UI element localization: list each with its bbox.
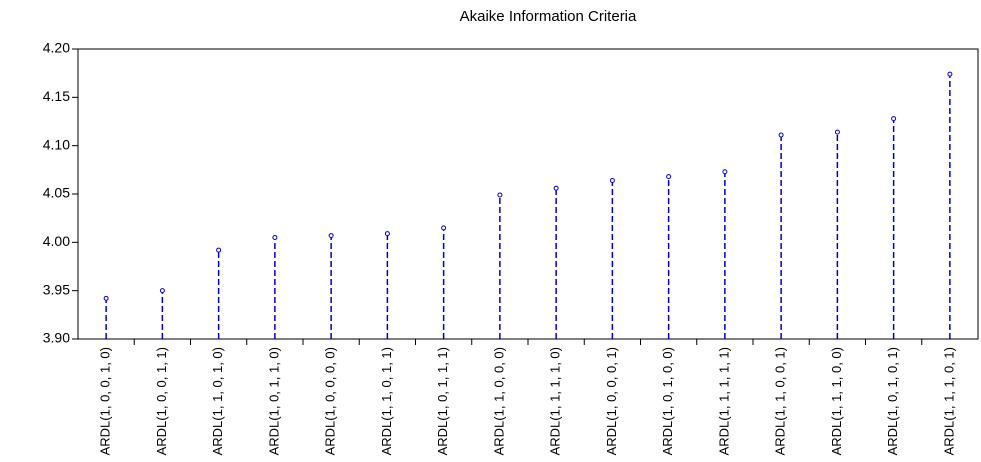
- marker: [159, 288, 165, 294]
- x-tick-label: ARDL(1, 1, 1, 1, 0): [548, 347, 563, 455]
- x-tick-label: ARDL(1, 0, 1, 0, 1): [885, 347, 900, 455]
- x-tick-label: ARDL(1, 1, 1, 0, 0): [829, 347, 844, 455]
- y-tick-label: 4.15: [43, 88, 70, 104]
- marker: [947, 71, 953, 77]
- marker: [666, 174, 672, 180]
- chart-title: Akaike Information Criteria: [460, 8, 637, 25]
- y-tick-label: 4.00: [43, 233, 70, 249]
- marker: [778, 132, 784, 138]
- y-tick-label: 4.10: [43, 136, 70, 152]
- marker: [384, 231, 390, 237]
- marker: [103, 295, 109, 301]
- x-tick-label: ARDL(1, 0, 0, 1, 0): [98, 347, 113, 455]
- x-tick-label: ARDL(1, 0, 0, 1, 1): [154, 347, 169, 455]
- marker: [272, 235, 278, 240]
- x-tick-label: ARDL(1, 0, 1, 1, 0): [266, 347, 281, 455]
- x-tick-label: ARDL(1, 0, 0, 0, 1): [604, 347, 619, 455]
- marker: [609, 177, 615, 183]
- x-tick-label: ARDL(1, 1, 0, 1, 1): [379, 347, 394, 455]
- marker: [328, 233, 334, 239]
- plot-frame: [77, 48, 979, 340]
- marker: [553, 185, 559, 191]
- x-tick-label: ARDL(1, 1, 1, 0, 1): [941, 347, 956, 455]
- marker: [441, 225, 447, 231]
- x-tick-label: ARDL(1, 1, 1, 1, 1): [716, 347, 731, 455]
- marker: [834, 129, 840, 135]
- x-tick-label: ARDL(1, 0, 1, 1, 1): [435, 347, 450, 455]
- x-tick-label: ARDL(1, 0, 1, 0, 0): [660, 347, 675, 455]
- marker: [497, 192, 503, 198]
- y-tick-label: 3.95: [43, 281, 70, 297]
- marker: [216, 247, 222, 253]
- marker: [722, 169, 728, 175]
- x-tick-label: ARDL(1, 1, 0, 0, 1): [773, 347, 788, 455]
- y-tick-label: 3.90: [43, 330, 70, 346]
- marker: [891, 116, 897, 122]
- x-tick-label: ARDL(1, 0, 0, 0, 0): [323, 347, 338, 455]
- x-tick-label: ARDL(1, 1, 0, 0, 0): [491, 347, 506, 455]
- x-tick-label: ARDL(1, 1, 0, 1, 0): [210, 347, 225, 455]
- y-tick-label: 4.20: [43, 40, 70, 56]
- y-tick-label: 4.05: [43, 185, 70, 201]
